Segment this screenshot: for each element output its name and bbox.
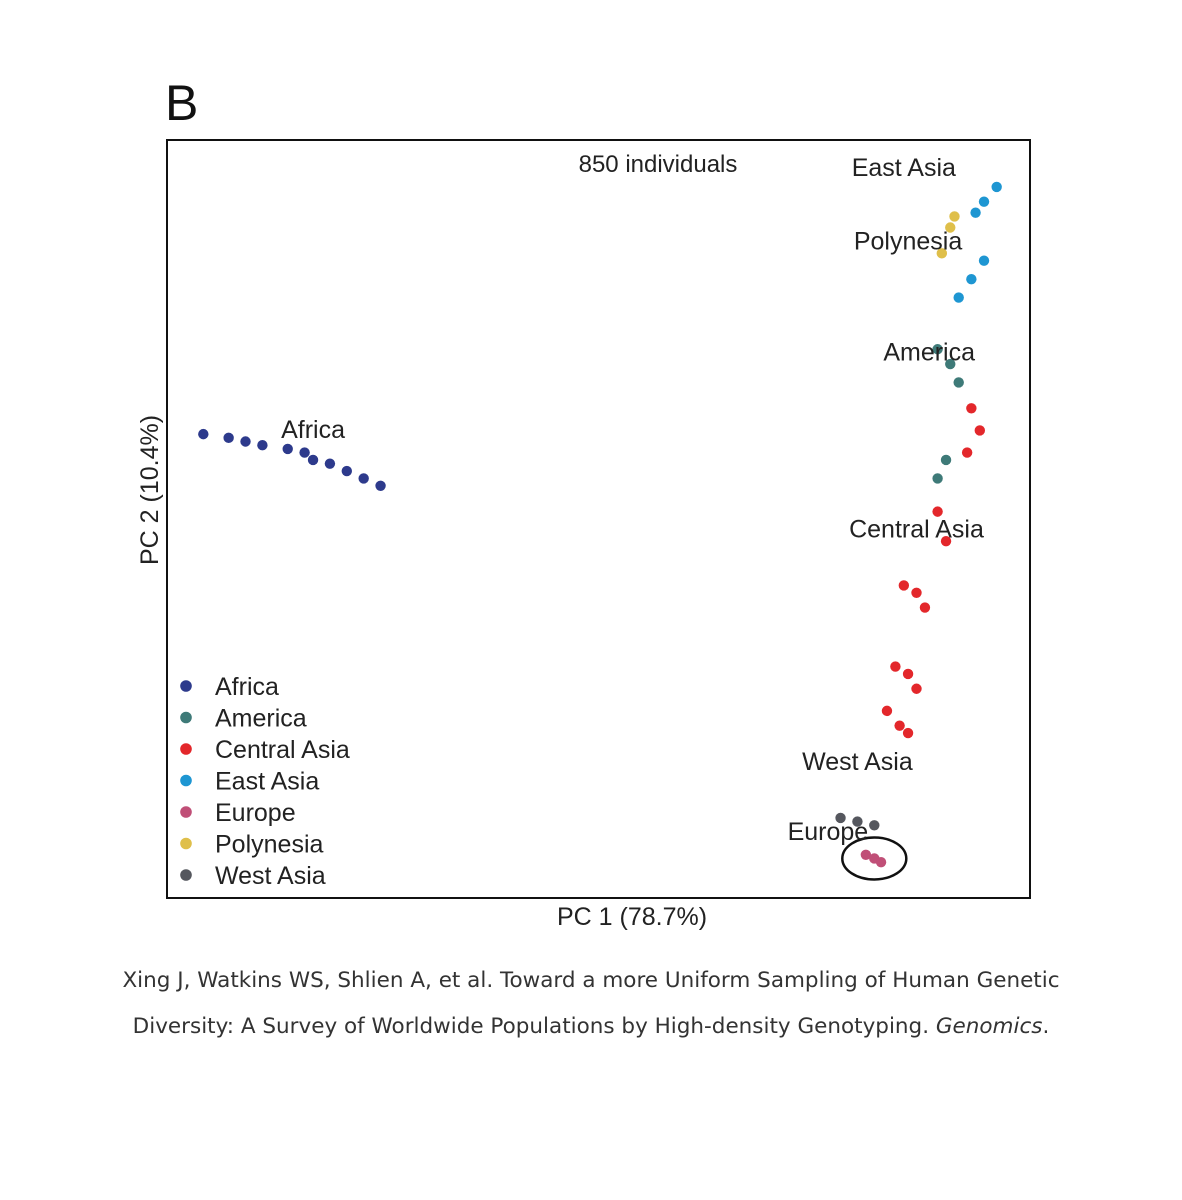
point-east-asia	[978, 196, 990, 207]
legend-marker-central-asia	[180, 743, 192, 755]
series-layer	[198, 181, 1002, 881]
point-central-asia	[919, 602, 931, 613]
point-africa	[240, 436, 251, 447]
point-central-asia	[974, 425, 985, 436]
legend-marker-west-asia	[180, 869, 192, 881]
legend-label-polynesia: Polynesia	[215, 831, 323, 859]
europe-highlight-ellipse	[841, 836, 908, 881]
point-africa	[307, 454, 319, 466]
point-central-asia	[898, 580, 910, 591]
point-america	[932, 344, 943, 355]
point-africa	[299, 447, 310, 458]
chart-title: 850 individuals	[579, 151, 738, 178]
cluster-label-polynesia: Polynesia	[854, 228, 962, 256]
legend-label-europe: Europe	[215, 799, 296, 827]
point-central-asia	[940, 535, 952, 547]
series-east-asia	[953, 181, 1002, 303]
point-africa	[198, 428, 209, 440]
plot-frame	[166, 139, 1031, 899]
point-central-asia	[902, 727, 914, 739]
caption-line-2-text: Diversity: A Survey of Worldwide Populat…	[132, 1014, 930, 1039]
point-central-asia	[890, 661, 901, 672]
point-africa	[282, 443, 293, 455]
point-west-asia	[835, 812, 846, 824]
panel-label: B	[165, 75, 199, 131]
legend-label-east-asia: East Asia	[215, 768, 319, 796]
point-central-asia	[881, 705, 893, 717]
point-africa	[375, 480, 386, 491]
point-central-asia	[911, 683, 922, 694]
series-polynesia	[936, 211, 960, 259]
cluster-label-central-asia: Central Asia	[849, 515, 984, 543]
point-west-asia	[869, 820, 880, 831]
caption-end: .	[1042, 1014, 1050, 1039]
point-central-asia	[894, 720, 905, 731]
point-africa	[358, 473, 369, 484]
point-central-asia	[902, 668, 914, 680]
point-east-asia	[953, 292, 964, 303]
point-central-asia	[961, 447, 973, 458]
y-axis-label: PC 2 (10.4%)	[136, 415, 164, 565]
point-africa	[223, 432, 234, 444]
legend-label-central-asia: Central Asia	[215, 736, 350, 764]
cluster-label-america: America	[883, 338, 975, 366]
point-polynesia	[936, 248, 948, 259]
point-west-asia	[852, 816, 863, 827]
point-america	[940, 454, 952, 466]
legend-marker-africa	[180, 680, 192, 692]
point-africa	[341, 465, 352, 477]
caption-journal: Genomics	[935, 1014, 1043, 1039]
legend-marker-america	[180, 711, 192, 724]
point-east-asia	[978, 255, 990, 266]
point-america	[953, 377, 964, 388]
citation-caption: Xing J, Watkins WS, Shlien A, et al. Tow…	[0, 958, 1182, 1050]
series-america	[932, 344, 964, 484]
legend-label-west-asia: West Asia	[215, 862, 326, 890]
point-america	[932, 473, 943, 484]
point-central-asia	[911, 587, 922, 598]
point-central-asia	[932, 506, 943, 517]
cluster-label-africa: Africa	[281, 416, 345, 444]
caption-line-1: Xing J, Watkins WS, Shlien A, et al. Tow…	[122, 968, 1060, 993]
point-east-asia	[991, 181, 1002, 193]
series-europe	[860, 849, 887, 868]
point-america	[945, 358, 956, 370]
cluster-labels: Africa East Asia Polynesia America Central A…	[281, 154, 984, 846]
point-central-asia	[966, 403, 977, 414]
pca-scatter-chart: 850 individuals PC 1 (78.7%) PC 2 (10.4%…	[136, 139, 1031, 931]
point-east-asia	[966, 273, 977, 285]
legend: Africa America Central Asia East Asia Europe…	[180, 673, 350, 890]
cluster-label-west-asia: West Asia	[802, 748, 913, 776]
legend-marker-polynesia	[180, 837, 192, 850]
caption-line-2: Diversity: A Survey of Worldwide Populat…	[0, 1004, 1182, 1050]
legend-marker-europe	[180, 806, 192, 818]
series-africa	[198, 428, 386, 491]
point-africa	[257, 440, 268, 451]
point-polynesia	[945, 222, 956, 233]
point-africa	[324, 458, 336, 469]
point-polynesia	[949, 211, 960, 222]
series-central-asia	[881, 403, 985, 739]
series-west-asia	[835, 812, 880, 831]
point-east-asia	[970, 207, 981, 218]
legend-label-africa: Africa	[215, 673, 279, 701]
point-europe	[860, 849, 872, 860]
cluster-label-east-asia: East Asia	[852, 154, 956, 182]
legend-marker-east-asia	[180, 774, 192, 787]
cluster-label-europe: Europe	[788, 818, 869, 846]
x-axis-label: PC 1 (78.7%)	[557, 903, 707, 931]
point-europe	[875, 856, 887, 868]
legend-label-america: America	[215, 705, 307, 733]
